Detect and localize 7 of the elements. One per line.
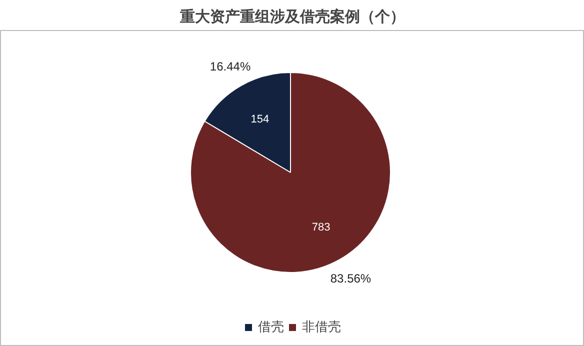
legend-label: 非借壳 xyxy=(302,318,341,336)
chart-title: 重大资产重组涉及借壳案例（个） xyxy=(179,8,405,26)
data-label: 783 xyxy=(312,221,330,234)
text: 83.56% xyxy=(330,272,372,286)
legend-label: 借壳 xyxy=(258,318,284,336)
data-label: 154 xyxy=(250,114,270,126)
text: 16.44% xyxy=(210,59,251,74)
